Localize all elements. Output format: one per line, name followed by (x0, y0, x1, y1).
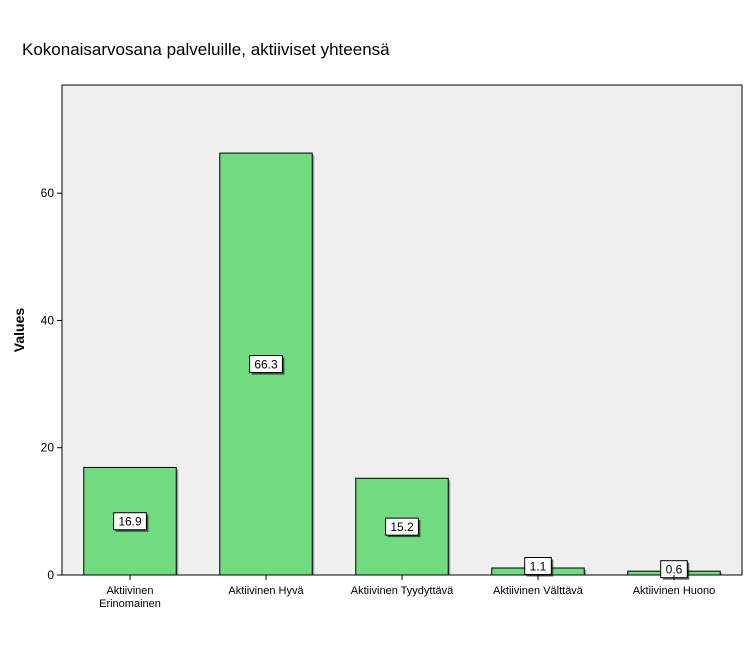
y-axis-label: Values (11, 308, 27, 353)
x-tick-label: Erinomainen (99, 598, 161, 610)
data-label-box (113, 512, 147, 531)
chart-title: Kokonaisarvosana palveluille, aktiiviset… (22, 40, 390, 59)
x-tick-label: Aktiivinen (106, 585, 153, 597)
y-tick-label: 60 (41, 186, 55, 200)
x-tick-label: Aktiivinen Huono (633, 585, 716, 597)
x-tick-label: Aktiivinen Tyydyttävä (351, 585, 454, 597)
y-tick-label: 40 (41, 313, 55, 327)
data-label: 16.9 (118, 515, 142, 529)
y-tick-label: 20 (41, 441, 55, 455)
y-axis: 0 20 40 60 (41, 186, 62, 582)
data-label-box (524, 557, 552, 575)
data-label: 1.1 (530, 560, 547, 574)
y-tick-label: 0 (47, 568, 54, 582)
data-label: 0.6 (666, 563, 683, 577)
data-label: 66.3 (254, 358, 278, 372)
x-tick-label: Aktiivinen Välttävä (493, 585, 584, 597)
x-tick-label: Aktiivinen Hyvä (228, 585, 304, 597)
data-label-box (385, 517, 419, 536)
bars-group: 16.9 66.3 15.2 1.1 0.6 (83, 152, 723, 580)
data-label-box (249, 355, 283, 374)
data-label: 15.2 (390, 520, 414, 534)
